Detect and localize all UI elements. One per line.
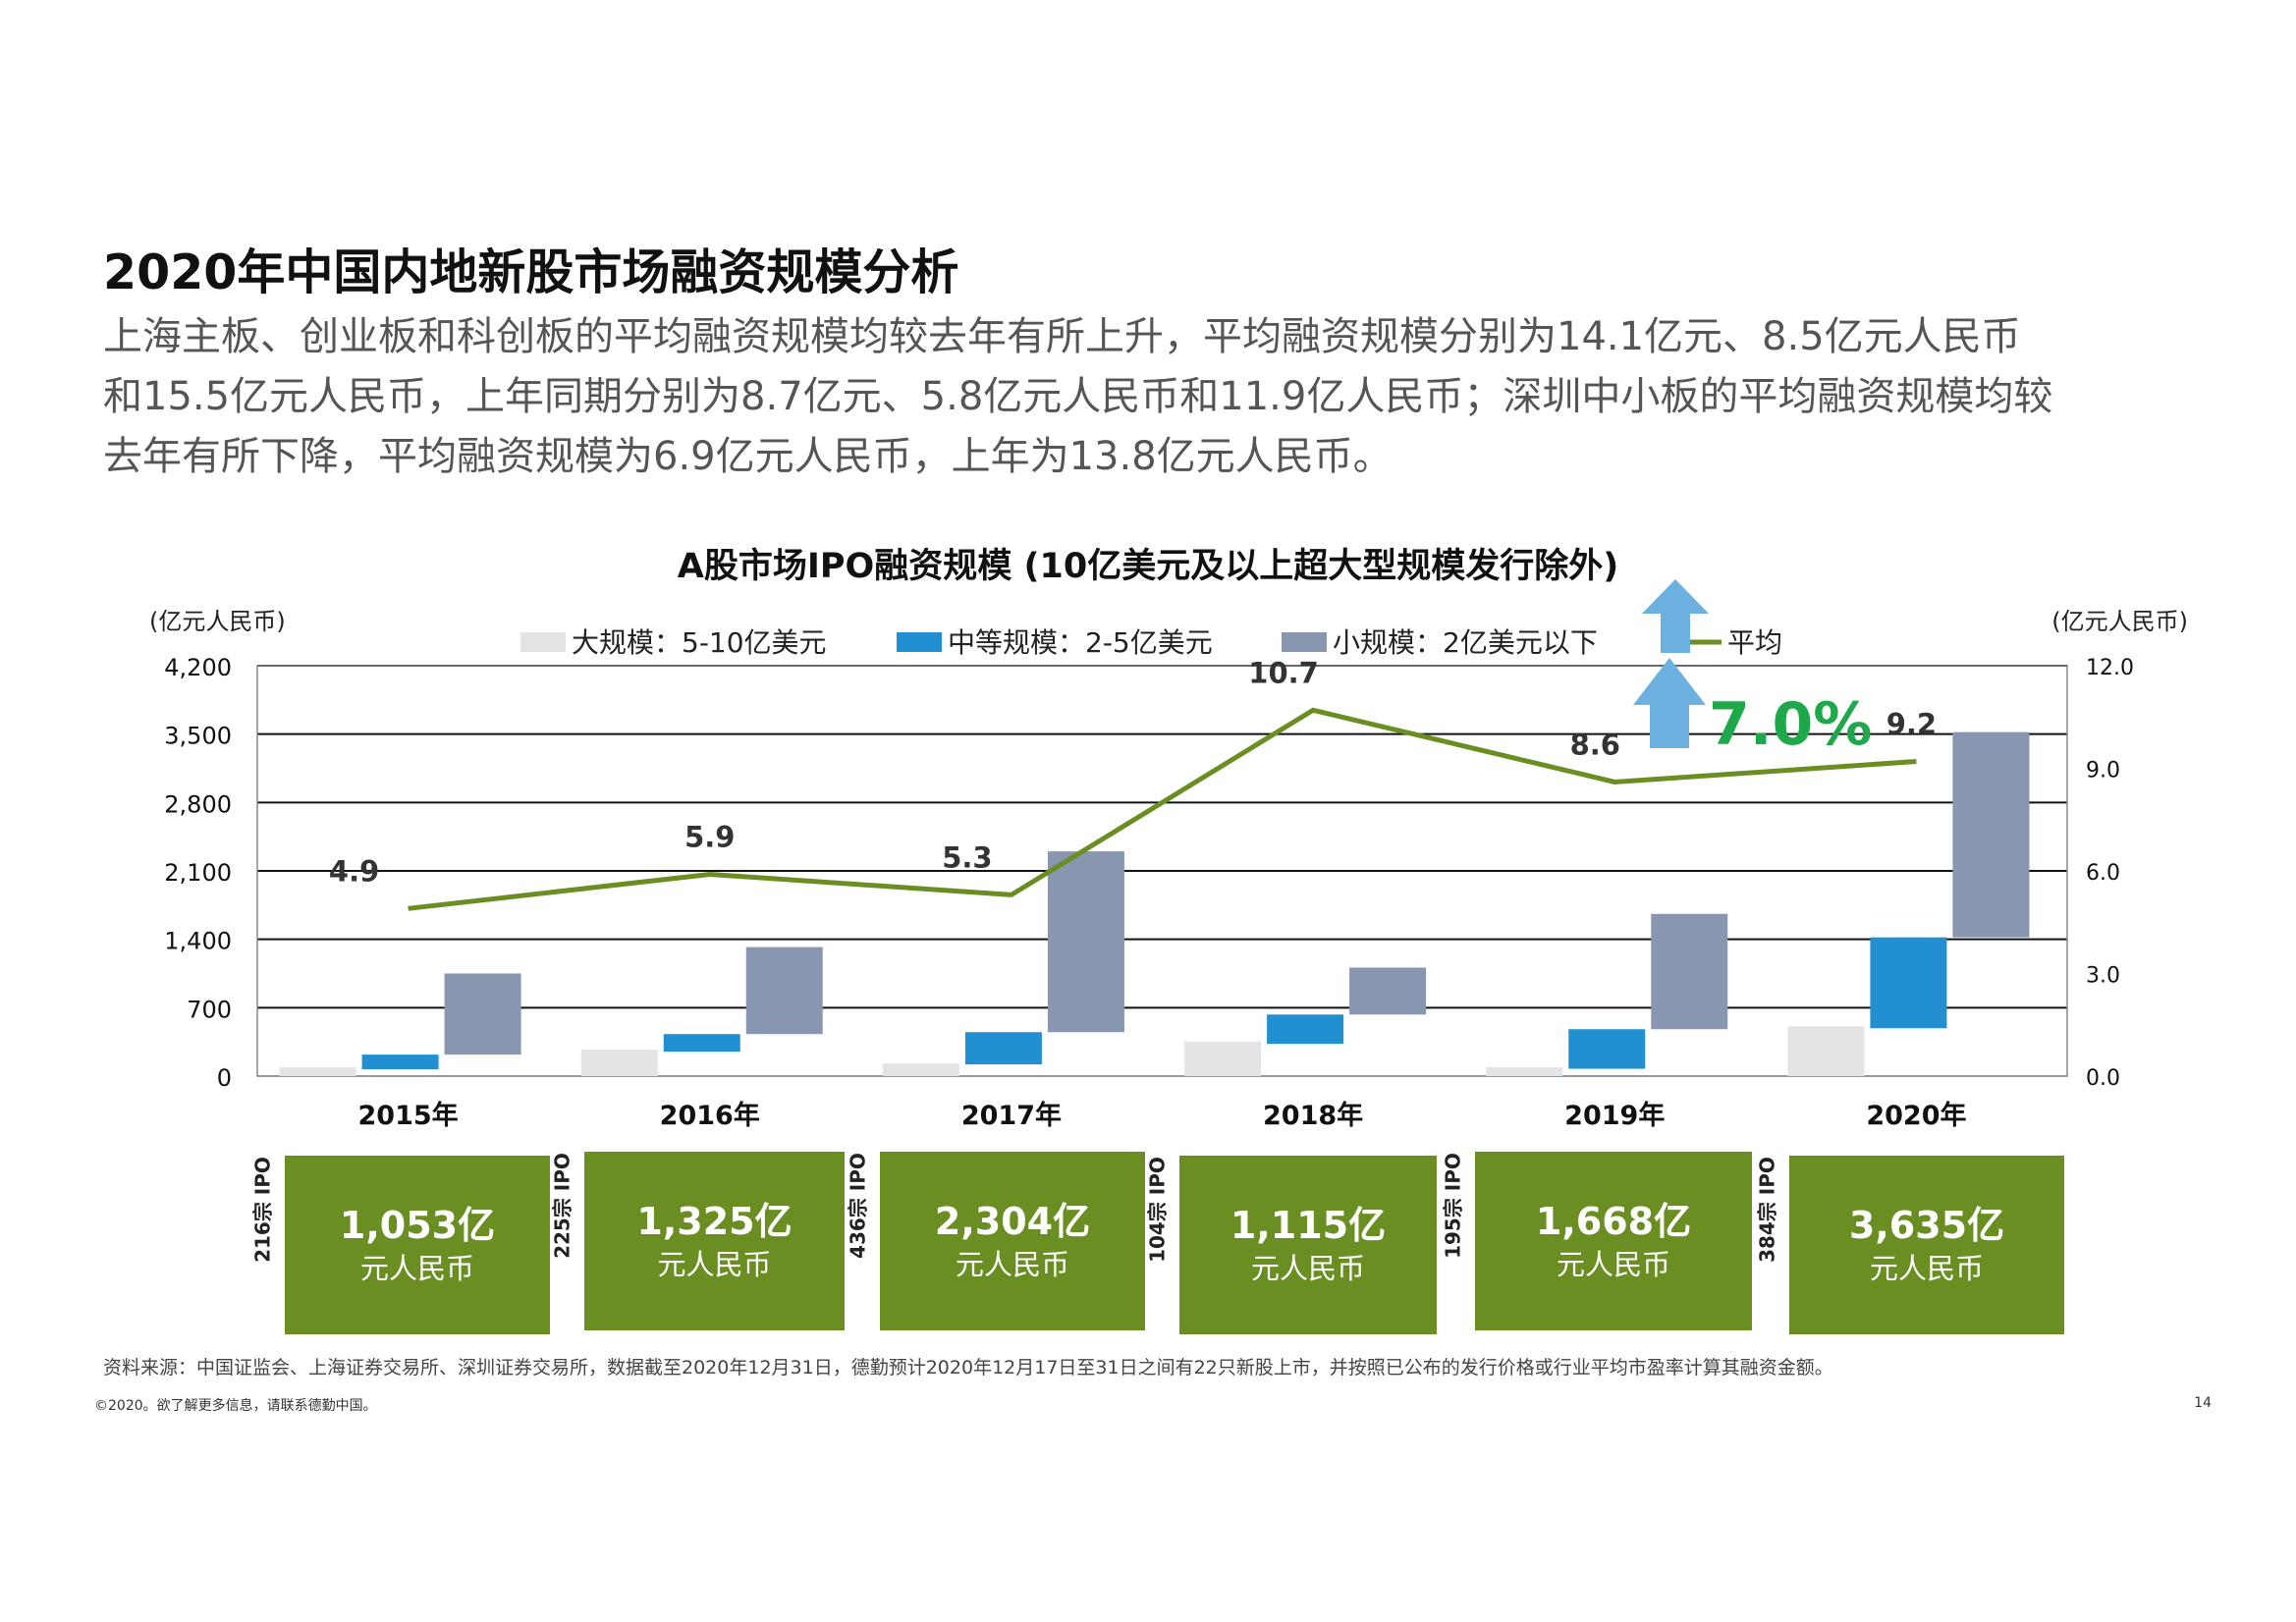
y-tick-left: 2,100	[164, 859, 232, 887]
data-label: 10.7	[1248, 656, 1319, 689]
ipo-total-unit: 元人民币	[1250, 1252, 1365, 1285]
bar	[663, 1034, 740, 1053]
ipo-total-unit: 元人民币	[1556, 1248, 1670, 1281]
page-title: 2020年中国内地新股市场融资规模分析	[103, 244, 959, 300]
bar	[279, 1067, 356, 1076]
up-arrow-icon	[1642, 579, 1709, 653]
ipo-total-amount: 1,053亿	[339, 1204, 496, 1247]
y-axis-label-right: (亿元人民币)	[2051, 608, 2188, 635]
ipo-total-amount: 3,635亿	[1848, 1204, 2005, 1247]
ipo-total-box: 1,053亿元人民币	[285, 1156, 550, 1334]
plot-frame	[256, 665, 2068, 1077]
y-tick-right: 0.0	[2086, 1066, 2120, 1091]
x-tick-label: 2017年	[961, 1100, 1062, 1131]
bar	[1787, 1026, 1865, 1076]
ipo-count-label: 195宗 IPO	[1441, 1153, 1465, 1259]
ipo-count-label: 225宗 IPO	[550, 1153, 574, 1259]
legend-entry: 平均	[1727, 626, 1782, 659]
page-number: 14	[2194, 1395, 2212, 1411]
ipo-total-box: 2,304亿元人民币	[880, 1152, 1145, 1330]
y-tick-left: 1,400	[164, 928, 232, 955]
ipo-total-unit: 元人民币	[955, 1248, 1069, 1281]
ipo-total-amount: 1,668亿	[1535, 1200, 1692, 1243]
x-tick-label: 2019年	[1564, 1100, 1665, 1131]
x-tick-label: 2018年	[1263, 1100, 1363, 1131]
legend-swatch	[897, 632, 942, 652]
growth-annotation: 7.0%	[1709, 690, 1872, 759]
ipo-total-box: 1,115亿元人民币	[1179, 1156, 1437, 1334]
ipo-total-amount: 1,325亿	[636, 1200, 793, 1243]
bar	[1486, 1067, 1563, 1076]
x-tick-label: 2015年	[358, 1100, 459, 1131]
bar	[882, 1063, 959, 1076]
subtitle-line: 上海主板、创业板和科创板的平均融资规模均较去年有所上升，平均融资规模分别为14.…	[103, 314, 2021, 359]
subtitle-line: 去年有所下降，平均融资规模为6.9亿元人民币，上年为13.8亿元人民币。	[103, 434, 1393, 479]
legend-swatch	[520, 632, 566, 652]
y-tick-right: 6.0	[2086, 861, 2120, 886]
ipo-total-unit: 元人民币	[657, 1248, 772, 1281]
bar	[1651, 913, 1728, 1030]
legend-swatch	[1282, 632, 1327, 652]
bar	[1568, 1029, 1646, 1069]
y-tick-right: 3.0	[2086, 964, 2120, 989]
bar	[1184, 1041, 1262, 1076]
copyright: ©2020。欲了解更多信息，请联系德勤中国。	[94, 1398, 377, 1414]
bar	[964, 1032, 1042, 1065]
data-label: 8.6	[1570, 728, 1620, 761]
bar	[444, 973, 521, 1055]
y-tick-left: 2,800	[164, 790, 232, 818]
average-line	[408, 707, 1917, 911]
data-label: 4.9	[329, 854, 379, 888]
ipo-total-unit: 元人民币	[359, 1252, 474, 1285]
ipo-count-label: 216宗 IPO	[250, 1157, 275, 1263]
legend-entry: 小规模：2亿美元以下	[1333, 626, 1598, 659]
data-label: 9.2	[1886, 708, 1937, 741]
chart-title: A股市场IPO融资规模 (10亿美元及以上超大型规模发行除外)	[677, 547, 1619, 586]
y-tick-right: 9.0	[2086, 759, 2120, 784]
y-tick-right: 12.0	[2086, 656, 2134, 680]
y-tick-left: 0	[217, 1064, 232, 1092]
ipo-total-amount: 2,304亿	[934, 1200, 1091, 1243]
ipo-count-label: 384宗 IPO	[1755, 1157, 1779, 1263]
page-subtitle: 上海主板、创业板和科创板的平均融资规模均较去年有所上升，平均融资规模分别为14.…	[103, 307, 2205, 487]
ipo-total-unit: 元人民币	[1869, 1252, 1984, 1285]
x-tick-label: 2020年	[1866, 1100, 1966, 1131]
y-tick-left: 700	[187, 996, 232, 1023]
bar	[1267, 1014, 1344, 1045]
subtitle-line: 和15.5亿元人民币，上年同期分别为8.7亿元、5.8亿元人民币和11.9亿人民…	[103, 374, 2053, 419]
bar	[361, 1054, 439, 1070]
bar	[1349, 967, 1427, 1015]
bar	[745, 946, 823, 1035]
bar	[1047, 851, 1124, 1033]
legend-entry: 中等规模：2-5亿美元	[948, 626, 1213, 659]
ipo-count-label: 436宗 IPO	[846, 1153, 870, 1259]
y-tick-left: 4,200	[164, 654, 232, 681]
data-label: 5.3	[942, 840, 992, 874]
bar	[580, 1050, 658, 1076]
y-axis-label-left: (亿元人民币)	[149, 608, 286, 635]
ipo-total-box: 1,668亿元人民币	[1475, 1152, 1752, 1330]
x-tick-label: 2016年	[660, 1100, 760, 1131]
bar	[1952, 731, 2030, 938]
ipo-total-amount: 1,115亿	[1230, 1204, 1387, 1247]
legend-entry: 大规模：5-10亿美元	[572, 626, 827, 659]
y-tick-left: 3,500	[164, 723, 232, 750]
source-note: 资料来源：中国证监会、上海证券交易所、深圳证券交易所，数据截至2020年12月3…	[103, 1357, 1833, 1379]
ipo-count-label: 104宗 IPO	[1145, 1157, 1170, 1263]
ipo-total-box: 3,635亿元人民币	[1789, 1156, 2064, 1334]
ipo-total-box: 1,325亿元人民币	[584, 1152, 845, 1330]
bar	[1870, 937, 1947, 1029]
data-label: 5.9	[684, 820, 735, 853]
up-arrow-icon	[1633, 658, 1706, 748]
